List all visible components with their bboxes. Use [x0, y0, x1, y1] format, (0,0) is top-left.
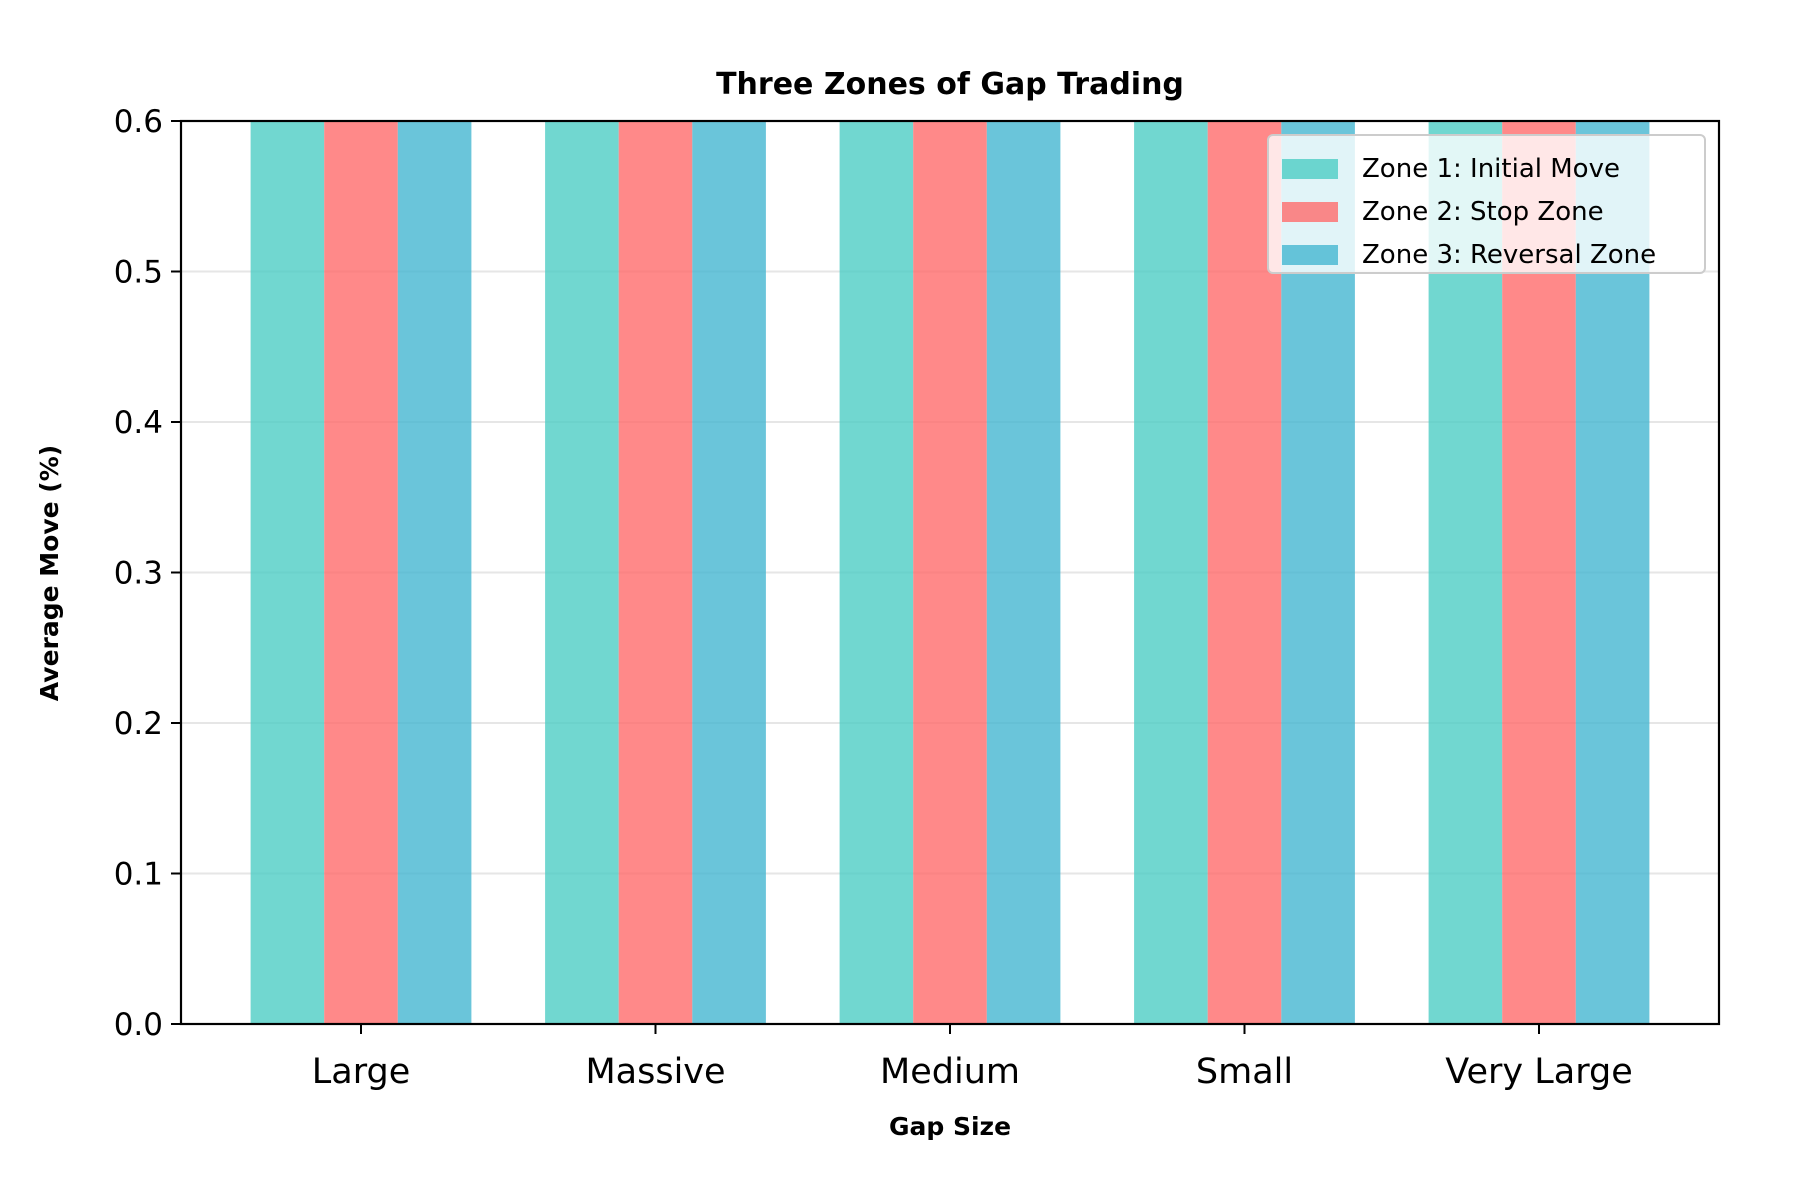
x-tick-label: Large	[312, 1052, 410, 1092]
bar-large-zone-2	[324, 121, 398, 1024]
legend-label-zone-1: Zone 1: Initial Move	[1362, 154, 1620, 184]
x-tick-label: Medium	[880, 1052, 1020, 1092]
chart-title: Three Zones of Gap Trading	[716, 67, 1184, 102]
x-axis-label: Gap Size	[889, 1112, 1011, 1141]
legend-swatch-zone-3	[1282, 245, 1338, 265]
y-tick-label: 0.3	[114, 556, 163, 592]
bar-massive-zone-3	[692, 121, 766, 1024]
bar-massive-zone-2	[618, 121, 693, 1024]
y-axis: 0.0 0.1 0.2 0.3 0.4 0.5 0.6	[114, 104, 181, 1043]
y-tick-label: 0.5	[114, 255, 163, 291]
x-axis: Large Massive Medium Small Very Large	[312, 1024, 1633, 1092]
legend-label-zone-3: Zone 3: Reversal Zone	[1362, 240, 1656, 270]
legend-label-zone-2: Zone 2: Stop Zone	[1362, 197, 1604, 227]
bar-small-zone-1	[1134, 121, 1208, 1024]
bar-large-zone-1	[250, 121, 325, 1024]
x-tick-label: Small	[1196, 1052, 1293, 1092]
x-tick-label: Massive	[585, 1052, 725, 1092]
y-tick-label: 0.6	[114, 104, 163, 140]
bar-massive-zone-1	[545, 121, 619, 1024]
legend-box	[1267, 134, 1706, 274]
bar-medium-zone-1	[839, 121, 914, 1024]
y-tick-label: 0.2	[114, 706, 163, 742]
legend: Zone 1: Initial Move Zone 2: Stop Zone Zon…	[1267, 134, 1706, 274]
bar-medium-zone-2	[913, 121, 987, 1024]
y-tick-label: 0.4	[114, 405, 163, 441]
x-tick-label: Very Large	[1445, 1052, 1632, 1092]
bars	[250, 121, 1650, 1024]
bar-medium-zone-3	[986, 121, 1061, 1024]
y-tick-label: 0.0	[114, 1007, 163, 1043]
bar-large-zone-3	[397, 121, 472, 1024]
y-tick-label: 0.1	[114, 857, 163, 893]
y-axis-label: Average Move (%)	[35, 445, 64, 701]
legend-swatch-zone-1	[1282, 159, 1338, 179]
legend-swatch-zone-2	[1282, 202, 1338, 222]
